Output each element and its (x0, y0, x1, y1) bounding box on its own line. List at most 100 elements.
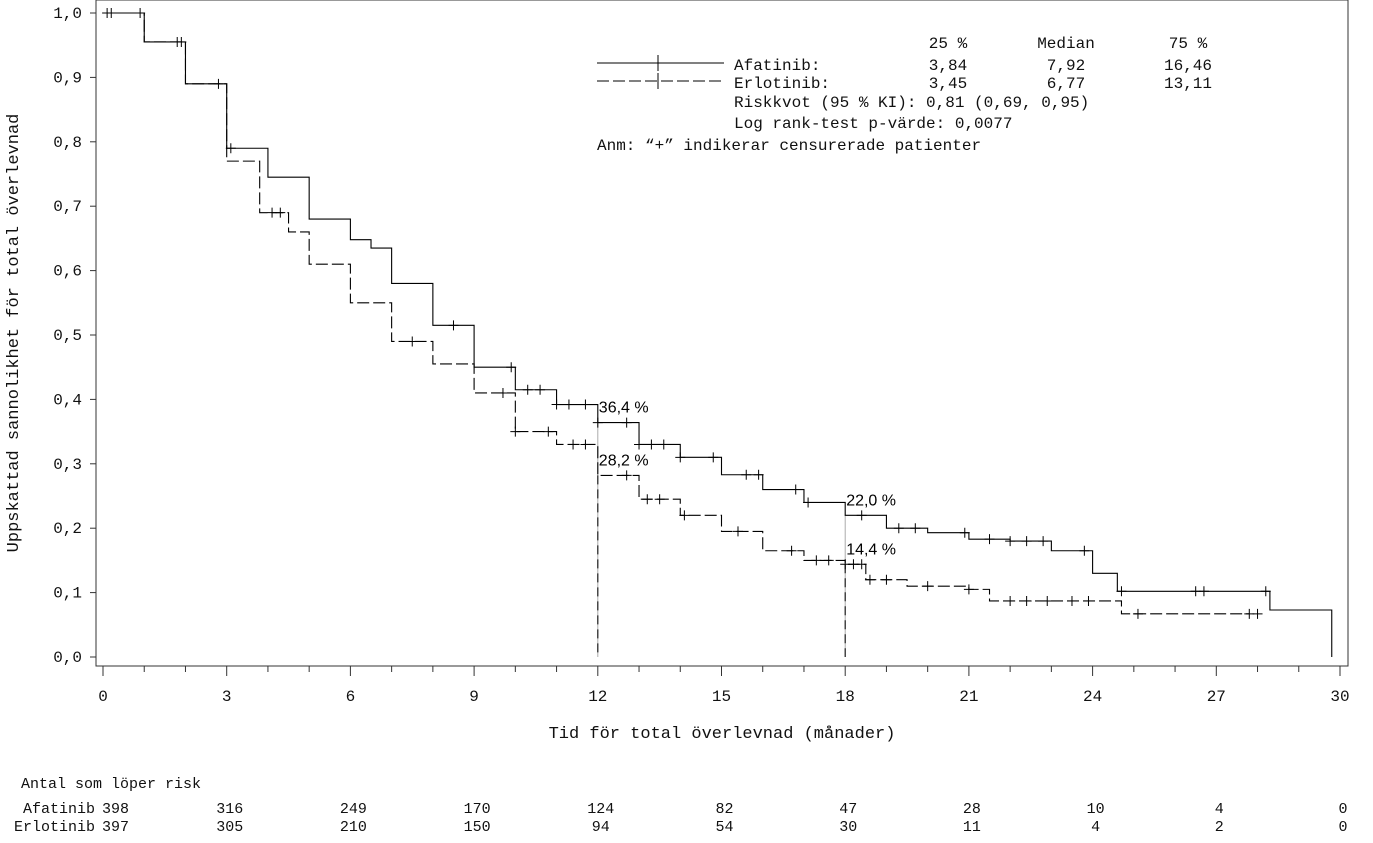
censor-mark-afatinib (563, 399, 574, 410)
y-axis: 0,0 0,1 0,2 0,3 0,4 0,5 0,6 0,7 0,8 0,9 1,0 (53, 5, 96, 667)
risk-value: 316 (216, 801, 243, 818)
legend-header: 75 % (1169, 35, 1208, 53)
risk-table-title: Antal som löper risk (21, 776, 201, 793)
risk-value: 30 (839, 819, 857, 836)
censor-mark-erlotinib (172, 36, 183, 47)
censor-mark-afatinib (225, 143, 236, 154)
x-axis-title: Tid för total överlevnad (månader) (549, 725, 896, 744)
legend-value: 16,46 (1164, 57, 1212, 75)
x-tick-label: 21 (959, 688, 978, 706)
censor-mark-afatinib (658, 439, 669, 450)
censor-mark-erlotinib (1005, 595, 1016, 606)
legend-value: 6,77 (1047, 75, 1085, 93)
censor-mark-erlotinib (823, 555, 834, 566)
censor-mark-afatinib (580, 399, 591, 410)
legend-value: 3,84 (929, 57, 967, 75)
y-tick-label: 0,2 (53, 520, 82, 538)
censor-mark-erlotinib (497, 387, 508, 398)
y-tick-label: 0,4 (53, 391, 82, 409)
censor-mark-erlotinib (881, 574, 892, 585)
y-tick-label: 0,7 (53, 198, 82, 216)
censor-mark-erlotinib (1083, 595, 1094, 606)
risk-value: 28 (963, 801, 981, 818)
y-tick-label: 0,6 (53, 263, 82, 281)
risk-value: 398 (102, 801, 129, 818)
legend-note: Anm: “+” indikerar censurerade patienter (597, 137, 981, 155)
plot-frame (95, 0, 1349, 667)
risk-value: 249 (340, 801, 367, 818)
survival-curves (102, 8, 1333, 657)
legend-value: 3,45 (929, 75, 967, 93)
censor-mark-afatinib (1198, 586, 1209, 597)
censor-mark-erlotinib (543, 426, 554, 437)
censor-mark-afatinib (708, 452, 719, 463)
censor-mark-afatinib (448, 320, 459, 331)
censor-mark-erlotinib (654, 494, 665, 505)
censor-mark-afatinib (856, 510, 867, 521)
censor-mark-erlotinib (1021, 595, 1032, 606)
legend-series-name: Erlotinib: (734, 75, 830, 93)
censor-mark-afatinib (1038, 536, 1049, 547)
risk-value: 0 (1338, 819, 1347, 836)
risk-value: 10 (1087, 801, 1105, 818)
censor-mark-afatinib (910, 523, 921, 534)
risk-value: 124 (587, 801, 614, 818)
censor-mark-erlotinib (786, 545, 797, 556)
censor-mark-erlotinib (864, 574, 875, 585)
censor-mark-afatinib (893, 523, 904, 534)
x-tick-label: 9 (469, 688, 479, 706)
censor-mark-afatinib (551, 399, 562, 410)
censor-mark-afatinib (790, 484, 801, 495)
risk-value: 47 (839, 801, 857, 818)
censor-mark-afatinib (984, 534, 995, 545)
landmark-label: 14,4 % (846, 541, 896, 558)
risk-value: 150 (464, 819, 491, 836)
censor-mark-erlotinib (580, 439, 591, 450)
legend-header: Median (1037, 35, 1095, 53)
legend: 25 % Median 75 % Afatinib: 3,84 7,92 16,46 Erlo… (597, 35, 1212, 155)
x-tick-label: 24 (1083, 688, 1102, 706)
censor-mark-afatinib (535, 384, 546, 395)
censor-mark-erlotinib (621, 470, 632, 481)
censor-mark-erlotinib (213, 78, 224, 89)
risk-table: Antal som löper risk Afatinib 398 316 249 170… (14, 776, 1348, 836)
censor-mark-afatinib (1116, 586, 1127, 597)
censor-mark-erlotinib (642, 494, 653, 505)
censor-mark-erlotinib (732, 526, 743, 537)
censor-mark-afatinib (592, 417, 603, 428)
y-tick-label: 0,1 (53, 585, 82, 603)
risk-value: 11 (963, 819, 981, 836)
y-tick-label: 0,3 (53, 456, 82, 474)
risk-value: 94 (592, 819, 610, 836)
censor-mark-erlotinib (510, 426, 521, 437)
censor-mark-afatinib (506, 362, 517, 373)
risk-value: 0 (1338, 801, 1347, 818)
censor-mark-erlotinib (922, 581, 933, 592)
landmark-label: 22,0 % (846, 492, 896, 509)
legend-value: 7,92 (1047, 57, 1085, 75)
censor-mark-afatinib (753, 469, 764, 480)
censor-mark-erlotinib (568, 439, 579, 450)
censor-mark-erlotinib (1066, 595, 1077, 606)
risk-value: 82 (715, 801, 733, 818)
censor-mark-erlotinib (1042, 595, 1053, 606)
x-tick-label: 6 (346, 688, 356, 706)
x-axis: 0 3 6 9 12 15 18 21 24 27 30 (98, 666, 1350, 706)
y-tick-label: 0,9 (53, 69, 82, 87)
risk-value: 54 (715, 819, 733, 836)
censor-mark-afatinib (803, 497, 814, 508)
censor-mark-afatinib (1260, 586, 1271, 597)
risk-value: 210 (340, 819, 367, 836)
censor-mark-erlotinib (1252, 608, 1263, 619)
legend-p-value: Log rank-test p-värde: 0,0077 (734, 115, 1012, 133)
censor-mark-erlotinib (106, 8, 117, 18)
risk-value: 397 (102, 819, 129, 836)
annotations: 36,4 % 28,2 % 22,0 % 14,4 % (599, 400, 896, 559)
censor-mark-erlotinib (963, 584, 974, 595)
risk-value: 305 (216, 819, 243, 836)
legend-value: 13,11 (1164, 75, 1212, 93)
censor-mark-afatinib (1021, 536, 1032, 547)
legend-header: 25 % (929, 35, 968, 53)
x-tick-label: 30 (1330, 688, 1349, 706)
censor-mark-afatinib (741, 469, 752, 480)
